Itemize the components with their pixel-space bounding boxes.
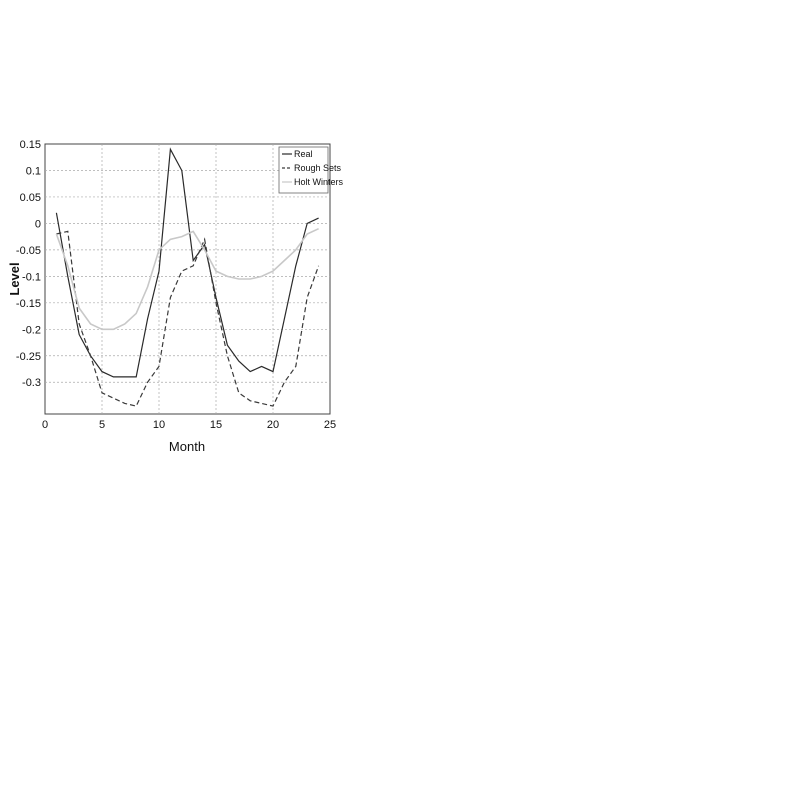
x-tick-label: 10 (153, 419, 165, 431)
x-axis-label: Month (169, 439, 205, 454)
x-tick-label: 0 (42, 419, 48, 431)
y-tick-label: -0.1 (22, 271, 41, 283)
x-tick-label: 15 (210, 419, 222, 431)
x-tick-label: 20 (267, 419, 279, 431)
y-axis-label: Level (7, 262, 22, 295)
y-tick-label: -0.25 (16, 351, 41, 363)
series-line-rough-sets (56, 230, 320, 407)
legend: Real Rough Sets Holt Winters (278, 146, 344, 194)
legend-box (278, 146, 329, 194)
y-tick-label: 0.05 (20, 192, 41, 204)
y-tick-labels: 0.15 0.1 0.05 0 -0.05 -0.1 -0.15 -0.2 -0.25 -0.3 (16, 139, 41, 389)
series-lines (55, 147, 320, 407)
x-tick-labels: 0 5 10 15 20 25 (42, 419, 336, 431)
y-tick-label: -0.2 (22, 324, 41, 336)
y-tick-label: -0.05 (16, 245, 41, 257)
y-tick-label: 0 (35, 218, 41, 230)
x-tick-label: 25 (324, 419, 336, 431)
legend-label: Holt Winters (294, 177, 344, 187)
y-tick-label: -0.3 (22, 377, 41, 389)
y-tick-label: 0.1 (26, 165, 41, 177)
series-line-holt-winters (55, 227, 319, 331)
legend-label: Real (294, 149, 313, 159)
legend-label: Rough Sets (294, 163, 342, 173)
y-tick-label: 0.15 (20, 139, 41, 151)
x-tick-label: 5 (99, 419, 105, 431)
y-tick-label: -0.15 (16, 298, 41, 310)
series-line-real (55, 147, 319, 378)
